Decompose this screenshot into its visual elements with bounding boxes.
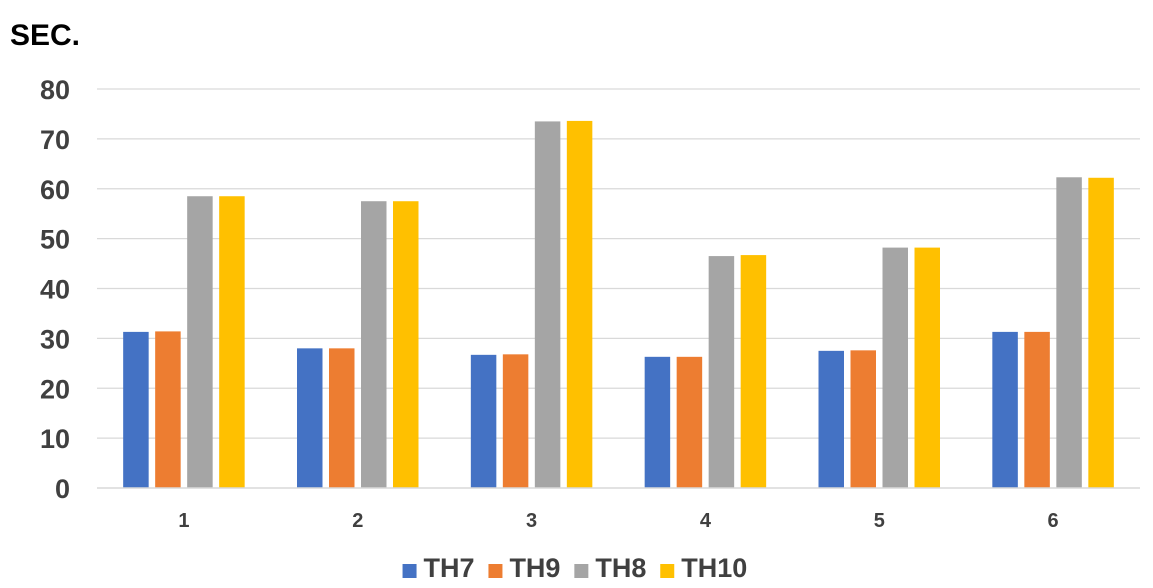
legend-swatch-th9 bbox=[488, 564, 503, 578]
y-tick-label: 80 bbox=[40, 75, 70, 105]
bar-th9-cat-4 bbox=[676, 356, 703, 488]
legend-swatch-th10 bbox=[660, 564, 675, 578]
x-tick-label: 1 bbox=[178, 510, 189, 532]
bars bbox=[123, 120, 1114, 489]
bar-th7-cat-6 bbox=[992, 331, 1018, 488]
bar-th10-cat-5 bbox=[914, 247, 940, 488]
x-tick-label: 2 bbox=[352, 510, 363, 532]
legend-label-th9: TH9 bbox=[509, 553, 560, 583]
bar-th8-cat-3 bbox=[534, 121, 561, 488]
bar-th7-cat-2 bbox=[297, 348, 323, 488]
y-axis-title: SEC. bbox=[10, 19, 80, 52]
bar-th7-cat-5 bbox=[818, 350, 844, 488]
x-axis-ticks: 1 2 3 4 5 6 bbox=[178, 510, 1058, 532]
y-tick-label: 60 bbox=[40, 175, 70, 205]
legend: TH7 TH9 TH8 TH10 bbox=[402, 553, 747, 583]
legend-label-th8: TH8 bbox=[595, 553, 646, 583]
legend-swatch-th8 bbox=[574, 564, 589, 578]
y-tick-label: 40 bbox=[40, 275, 70, 305]
x-tick-label: 6 bbox=[1048, 510, 1059, 532]
y-tick-label: 0 bbox=[55, 474, 70, 504]
y-tick-label: 70 bbox=[40, 125, 70, 155]
y-axis-ticks: 0 10 20 30 40 50 60 70 80 bbox=[40, 75, 70, 504]
bar-th8-cat-6 bbox=[1056, 177, 1082, 488]
x-tick-label: 4 bbox=[700, 510, 712, 532]
legend-label-th10: TH10 bbox=[681, 553, 747, 583]
legend-swatch-th7 bbox=[402, 564, 417, 578]
bar-th9-cat-3 bbox=[502, 354, 529, 488]
bar-th9-cat-5 bbox=[850, 350, 876, 488]
gridlines bbox=[97, 88, 1140, 439]
bar-th9-cat-6 bbox=[1024, 331, 1050, 488]
bar-th10-cat-2 bbox=[393, 201, 419, 488]
y-tick-label: 50 bbox=[40, 225, 70, 255]
bar-th10-cat-4 bbox=[740, 255, 767, 488]
y-tick-label: 20 bbox=[40, 374, 70, 404]
legend-label-th7: TH7 bbox=[424, 553, 475, 583]
bar-th10-cat-3 bbox=[566, 120, 593, 489]
bar-th7-cat-4 bbox=[644, 356, 671, 488]
x-tick-label: 3 bbox=[526, 510, 537, 532]
bar-th9-cat-1 bbox=[155, 331, 181, 488]
bar-th9-cat-2 bbox=[329, 348, 355, 488]
bar-th8-cat-4 bbox=[708, 256, 735, 488]
bar-th8-cat-2 bbox=[361, 201, 387, 488]
y-tick-label: 10 bbox=[40, 424, 70, 454]
bar-th7-cat-1 bbox=[123, 331, 149, 488]
y-tick-label: 30 bbox=[40, 324, 70, 354]
bar-th7-cat-3 bbox=[470, 354, 497, 488]
bar-th10-cat-6 bbox=[1088, 177, 1114, 488]
bar-th8-cat-1 bbox=[187, 196, 213, 488]
bar-th10-cat-1 bbox=[219, 196, 245, 488]
x-tick-label: 5 bbox=[874, 510, 885, 532]
bar-th8-cat-5 bbox=[882, 247, 908, 488]
